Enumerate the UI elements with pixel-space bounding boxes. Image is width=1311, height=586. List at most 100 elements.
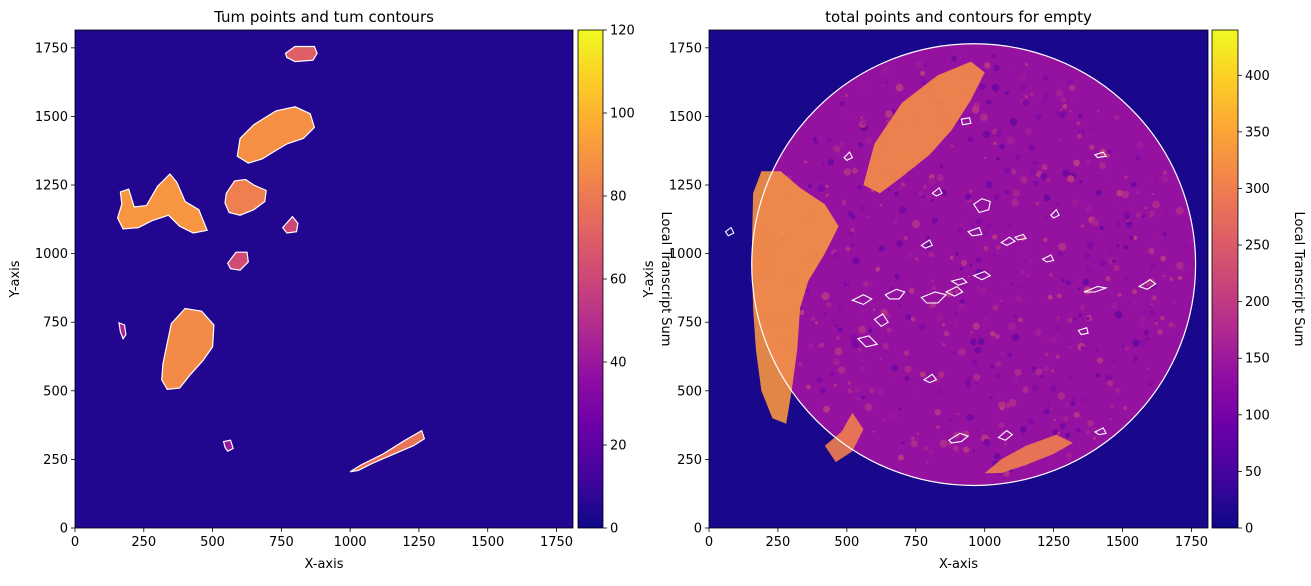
texture-speck [908,287,915,294]
x-axis-label: X-axis [305,557,344,572]
texture-speck [1034,329,1042,336]
texture-speck [1107,250,1112,256]
texture-speck [1004,166,1011,174]
colorbar-tick-label: 400 [1245,69,1270,84]
texture-speck [936,314,944,322]
texture-speck [982,438,991,447]
empty-contour [960,117,972,126]
texture-speck [965,384,972,390]
texture-speck [868,328,873,333]
texture-speck [975,218,983,226]
texture-speck [923,64,927,68]
texture-speck [1072,127,1075,130]
texture-speck [997,299,1000,302]
texture-speck [1145,217,1148,221]
empty-contour [1050,208,1060,219]
texture-speck [967,136,974,143]
texture-speck [910,316,916,322]
texture-speck [886,327,892,333]
texture-speck [1000,352,1005,357]
texture-speck [1067,317,1073,323]
plot-area [75,30,573,528]
texture-speck [802,295,809,302]
texture-speck [943,55,946,59]
texture-speck [994,333,1000,339]
texture-speck [1021,269,1025,274]
texture-speck [804,160,807,164]
texture-speck [880,284,885,289]
texture-speck [826,136,833,143]
y-tick-label: 1750 [35,41,68,56]
texture-speck [972,449,976,453]
texture-speck [850,227,855,232]
texture-speck [995,373,1002,380]
y-tick-label: 250 [43,453,68,468]
texture-speck [916,432,919,435]
texture-speck [1163,208,1168,214]
texture-speck [980,113,988,122]
texture-speck [1078,313,1083,317]
y-tick-label: 750 [677,316,702,331]
texture-speck [1043,340,1046,343]
texture-speck [817,184,825,193]
texture-speck [1106,380,1114,387]
texture-speck [837,327,843,333]
texture-speck [989,364,995,369]
texture-speck [812,137,817,142]
texture-speck [1041,164,1048,171]
texture-speck [951,55,958,62]
texture-speck [991,54,996,58]
texture-speck [1132,356,1138,362]
texture-speck [1058,110,1067,119]
texture-speck [985,222,993,230]
texture-speck [890,374,897,380]
texture-speck [1139,322,1144,328]
texture-speck [993,194,1000,200]
region-center-blob [224,178,267,216]
plot-frame [708,29,1209,529]
x-tick-label: 1000 [968,535,1001,550]
texture-speck [1007,352,1013,358]
texture-speck [1029,91,1034,97]
texture-speck [982,130,991,139]
texture-speck [1127,198,1133,204]
region-upper-large [236,106,316,164]
texture-speck [998,401,1004,408]
empty-contour [1093,427,1107,436]
texture-speck [995,361,1002,367]
texture-speck [817,136,821,140]
texture-speck [970,338,977,346]
texture-speck [1049,385,1057,393]
texture-speck [934,409,941,416]
texture-speck [1054,110,1059,115]
texture-speck [1009,64,1014,69]
texture-speck [1151,294,1157,301]
texture-speck [1178,275,1183,281]
y-axis-label: Y-axis [8,260,23,298]
texture-speck [850,388,854,391]
texture-speck [841,199,847,205]
texture-speck [931,217,938,224]
texture-speck [879,357,882,360]
texture-speck [995,249,1001,255]
texture-speck [857,142,863,148]
texture-speck [947,417,953,423]
texture-speck [1085,205,1092,212]
texture-speck [914,213,920,218]
texture-speck [849,242,856,248]
texture-speck [983,245,989,251]
texture-speck [999,143,1006,150]
texture-speck [834,384,837,387]
texture-speck [993,64,1000,71]
texture-speck [958,348,966,356]
texture-speck [1162,232,1167,237]
texture-speck [907,442,910,445]
x-tick-label: 500 [200,535,225,550]
texture-speck [975,256,982,263]
texture-speck [1003,282,1007,286]
texture-speck [1094,347,1099,352]
colorbar-tick-label: 60 [610,273,627,288]
texture-speck [958,119,962,123]
texture-speck [1138,202,1141,205]
texture-speck [1099,270,1103,273]
